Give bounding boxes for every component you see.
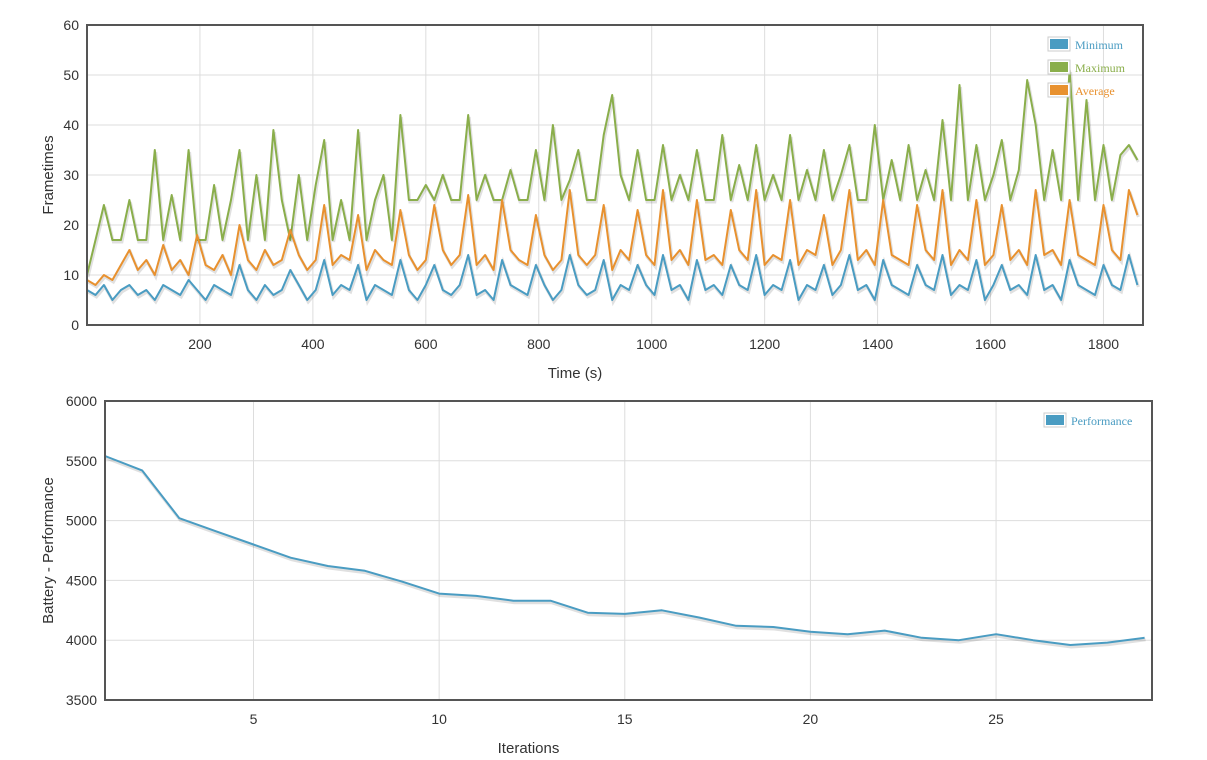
series-minimum — [86, 251, 1140, 307]
x-tick-label: 25 — [988, 711, 1004, 727]
y-tick-label: 40 — [63, 117, 79, 133]
y-tick-label: 10 — [63, 267, 79, 283]
x-tick-label: 1400 — [862, 336, 893, 352]
y-tick-label: 5500 — [66, 453, 97, 469]
legend-label: Average — [1075, 84, 1115, 98]
y-tick-label: 6000 — [66, 393, 97, 409]
legend-swatch — [1046, 415, 1064, 425]
legend-item-average[interactable]: Average — [1047, 82, 1115, 98]
y-tick-label: 0 — [71, 317, 79, 333]
y-tick-label: 30 — [63, 167, 79, 183]
y-tick-label: 20 — [63, 217, 79, 233]
x-axis-title: Time (s) — [548, 365, 602, 382]
chart-2: 3500 4000 4500 5000 5500 6000 5 10 15 20 25 Iterati… — [40, 393, 1153, 757]
x-tick-label: 200 — [188, 336, 212, 352]
y-tick-label: 60 — [63, 17, 79, 33]
x-tick-label: 800 — [527, 336, 551, 352]
legend-item-performance[interactable]: Performance — [1043, 412, 1132, 428]
series-line-minimum — [86, 254, 1139, 301]
x-tick-label: 20 — [803, 711, 819, 727]
series-shadow — [87, 251, 1140, 307]
x-axis-title: Iterations — [498, 740, 560, 757]
chart-1: 0 10 20 30 40 50 60 200 400 600 800 1000 1200 1400 160… — [40, 17, 1144, 382]
x-tick-label: 1800 — [1088, 336, 1119, 352]
y-axis-title: Battery - Performance — [40, 477, 57, 624]
legend-label: Maximum — [1075, 61, 1126, 75]
legend-swatch — [1050, 62, 1068, 72]
x-tick-label: 10 — [431, 711, 447, 727]
legend-label: Performance — [1071, 414, 1132, 428]
series-line-maximum — [86, 69, 1139, 276]
x-tick-label: 5 — [250, 711, 258, 727]
legend: Minimum Maximum Average — [1047, 36, 1126, 98]
y-axis-title: Frametimes — [40, 135, 57, 214]
plot-frame — [86, 24, 1144, 326]
legend: Performance — [1043, 412, 1132, 428]
y-tick-label: 5000 — [66, 513, 97, 529]
legend-swatch — [1050, 85, 1068, 95]
x-tick-label: 400 — [301, 336, 325, 352]
y-tick-label: 4000 — [66, 632, 97, 648]
series-line-average — [86, 189, 1139, 286]
series-average — [86, 189, 1140, 289]
legend-label: Minimum — [1075, 38, 1124, 52]
x-tick-label: 1200 — [749, 336, 780, 352]
series-performance — [104, 455, 1146, 649]
legend-swatch — [1050, 39, 1068, 49]
y-tick-label: 50 — [63, 67, 79, 83]
legend-item-maximum[interactable]: Maximum — [1047, 59, 1126, 75]
y-tick-label: 3500 — [66, 692, 97, 708]
series-line-performance — [104, 455, 1145, 646]
x-tick-label: 600 — [414, 336, 438, 352]
plot-frame — [104, 400, 1153, 701]
x-tick-label: 1000 — [636, 336, 667, 352]
legend-item-minimum[interactable]: Minimum — [1047, 36, 1124, 52]
series-shadow — [105, 456, 1146, 649]
y-tick-label: 4500 — [66, 572, 97, 588]
series-maximum — [86, 69, 1140, 278]
x-tick-label: 15 — [617, 711, 633, 727]
x-tick-label: 1600 — [975, 336, 1006, 352]
